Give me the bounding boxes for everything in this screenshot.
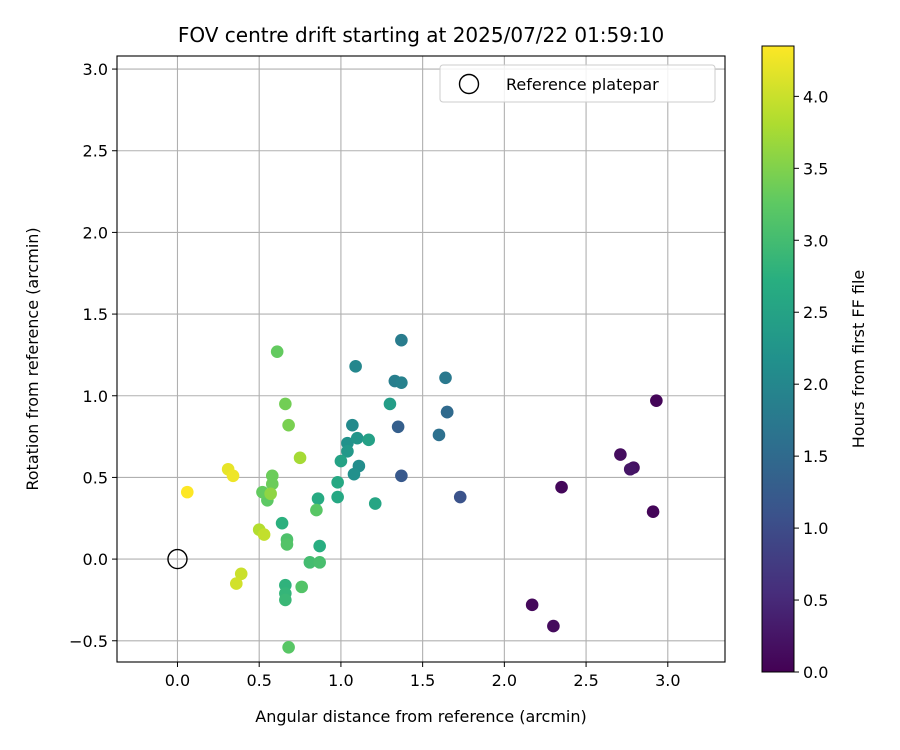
- legend-entry-reference-platepar: Reference platepar: [506, 75, 659, 94]
- colorbar-gradient: [761, 45, 795, 673]
- y-tick-label: 0.0: [83, 550, 108, 569]
- chart-title: FOV centre drift starting at 2025/07/22 …: [178, 23, 664, 47]
- data-point: [279, 397, 292, 411]
- colorbar-ticks: 0.0 0.5 1.0 1.5 2.0 2.5 3.0 3.5 4.0: [794, 87, 828, 682]
- data-point: [347, 467, 361, 481]
- x-axis-ticks: 0.0 0.5 1.0 1.5 2.0 2.5 3.0: [165, 662, 681, 690]
- data-point: [395, 333, 408, 347]
- data-points: [180, 333, 663, 654]
- data-point: [349, 360, 362, 373]
- data-point: [295, 580, 308, 594]
- y-axis-ticks: −0.5 0.0 0.5 1.0 1.5 2.0 2.5 3.0: [69, 60, 117, 651]
- data-point: [368, 497, 382, 510]
- legend-box: [439, 64, 716, 103]
- x-tick-label: 0.5: [246, 671, 271, 690]
- data-point: [226, 469, 240, 483]
- x-tick-label: 1.0: [328, 671, 353, 690]
- data-point: [331, 476, 344, 489]
- reference-point-marker: [167, 548, 188, 570]
- data-point: [547, 619, 560, 633]
- data-point: [432, 428, 446, 442]
- data-point: [383, 397, 397, 411]
- data-point: [303, 556, 317, 569]
- y-tick-label: −0.5: [69, 632, 108, 651]
- data-point: [282, 640, 295, 654]
- x-tick-label: 0.0: [165, 671, 190, 690]
- colorbar-tick-label: 0.5: [803, 591, 828, 610]
- y-tick-label: 1.5: [83, 305, 108, 324]
- data-point: [257, 528, 271, 541]
- data-point: [313, 539, 326, 553]
- data-point: [439, 371, 452, 385]
- data-point: [310, 503, 323, 517]
- data-point: [391, 420, 405, 434]
- data-point: [525, 598, 539, 612]
- colorbar: 0.0 0.5 1.0 1.5 2.0 2.5 3.0 3.5 4.0 Hours from f…: [761, 45, 868, 682]
- colorbar-tick-label: 3.5: [803, 159, 828, 178]
- x-tick-label: 2.5: [573, 671, 598, 690]
- data-point: [555, 480, 568, 494]
- colorbar-tick-label: 3.0: [803, 231, 828, 250]
- data-point: [623, 462, 637, 476]
- data-point: [270, 345, 284, 358]
- data-point: [311, 492, 325, 505]
- data-point: [395, 376, 408, 389]
- data-point: [264, 487, 277, 501]
- legend: Reference platepar: [439, 64, 716, 103]
- y-axis-title: Rotation from reference (arcmin): [23, 227, 42, 490]
- colorbar-tick-label: 1.5: [803, 447, 828, 466]
- colorbar-title: Hours from first FF file: [849, 270, 868, 449]
- data-point: [313, 556, 326, 569]
- colorbar-tick-label: 4.0: [803, 87, 828, 106]
- data-point: [646, 505, 660, 519]
- data-point: [293, 451, 307, 465]
- legend-marker-icon: [458, 73, 480, 95]
- colorbar-tick-label: 2.5: [803, 303, 828, 322]
- x-axis-title: Angular distance from reference (arcmin): [255, 707, 586, 726]
- y-tick-label: 3.0: [83, 60, 108, 79]
- x-tick-label: 2.0: [492, 671, 517, 690]
- data-point: [280, 538, 294, 551]
- grid-lines: [117, 56, 725, 662]
- data-point: [362, 433, 375, 447]
- data-point: [234, 567, 248, 581]
- data-point: [180, 485, 194, 499]
- x-tick-label: 1.5: [410, 671, 435, 690]
- data-point: [331, 490, 344, 504]
- data-point: [395, 469, 408, 483]
- colorbar-tick-label: 0.0: [803, 663, 828, 682]
- data-point: [265, 469, 279, 483]
- colorbar-tick-label: 2.0: [803, 375, 828, 394]
- data-point: [440, 405, 454, 419]
- y-tick-label: 0.5: [83, 468, 108, 487]
- data-point: [614, 448, 627, 461]
- data-point: [346, 418, 359, 432]
- data-point: [275, 516, 289, 530]
- data-point: [230, 577, 243, 590]
- colorbar-tick-label: 1.0: [803, 519, 828, 538]
- data-point: [453, 490, 467, 504]
- y-tick-label: 2.0: [83, 223, 108, 242]
- data-point: [350, 431, 364, 445]
- data-point: [279, 593, 292, 607]
- x-tick-label: 3.0: [655, 671, 680, 690]
- y-tick-label: 1.0: [83, 387, 108, 406]
- data-point: [341, 444, 354, 458]
- plot-frame: [116, 55, 726, 663]
- data-point: [650, 394, 663, 407]
- data-point: [334, 454, 348, 468]
- y-tick-label: 2.5: [83, 142, 108, 161]
- data-point: [282, 418, 295, 432]
